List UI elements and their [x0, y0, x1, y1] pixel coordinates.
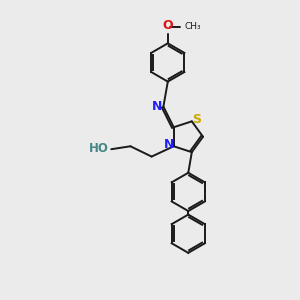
Text: HO: HO: [89, 142, 109, 155]
Text: S: S: [192, 113, 201, 126]
Text: N: N: [164, 138, 174, 151]
Text: N: N: [152, 100, 162, 112]
Text: O: O: [163, 19, 173, 32]
Text: CH₃: CH₃: [184, 22, 201, 31]
